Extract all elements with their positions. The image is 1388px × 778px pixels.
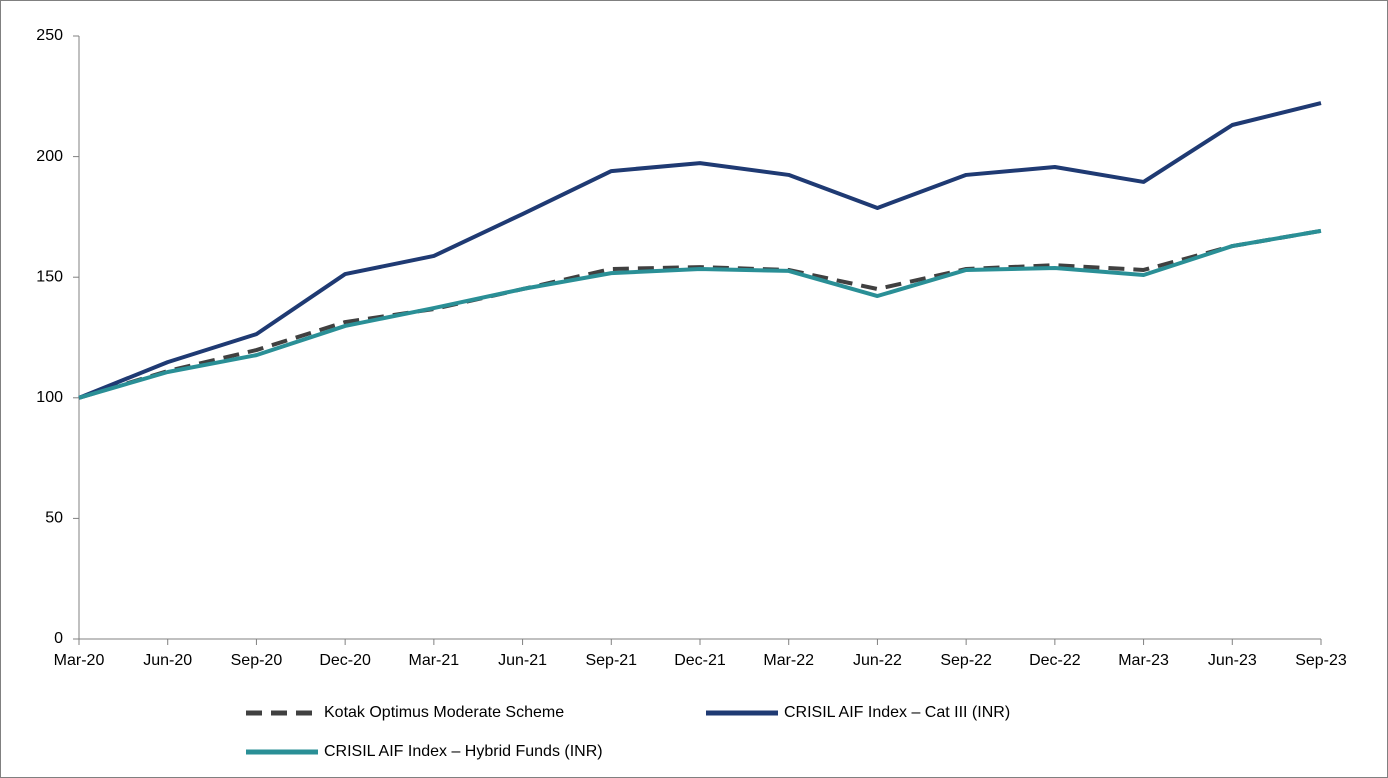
x-tick-label: Dec-22 <box>1029 652 1081 669</box>
x-tick-label: Sep-23 <box>1295 652 1347 669</box>
x-tick-label: Jun-21 <box>498 652 547 669</box>
x-tick-label: Jun-20 <box>143 652 192 669</box>
y-tick-label: 250 <box>36 27 63 44</box>
x-tick-label: Jun-22 <box>853 652 902 669</box>
x-tick-label: Sep-21 <box>585 652 637 669</box>
legend-label: CRISIL AIF Index – Cat III (INR) <box>784 704 1010 721</box>
y-tick-label: 50 <box>45 510 63 527</box>
x-tick-label: Mar-23 <box>1118 652 1169 669</box>
x-tick-label: Sep-20 <box>231 652 283 669</box>
x-tick-label: Mar-20 <box>54 652 105 669</box>
y-tick-label: 0 <box>54 630 63 647</box>
y-tick-label: 200 <box>36 148 63 165</box>
x-tick-label: Dec-20 <box>319 652 371 669</box>
x-tick-label: Jun-23 <box>1208 652 1257 669</box>
legend-label: Kotak Optimus Moderate Scheme <box>324 704 564 721</box>
legend-label: CRISIL AIF Index – Hybrid Funds (INR) <box>324 743 603 760</box>
y-tick-label: 150 <box>36 268 63 285</box>
x-tick-label: Sep-22 <box>940 652 992 669</box>
x-tick-label: Dec-21 <box>674 652 726 669</box>
series-line <box>78 228 1322 400</box>
x-tick-label: Mar-22 <box>763 652 814 669</box>
series-line <box>78 101 1322 400</box>
y-tick-label: 100 <box>36 389 63 406</box>
x-tick-label: Mar-21 <box>409 652 460 669</box>
